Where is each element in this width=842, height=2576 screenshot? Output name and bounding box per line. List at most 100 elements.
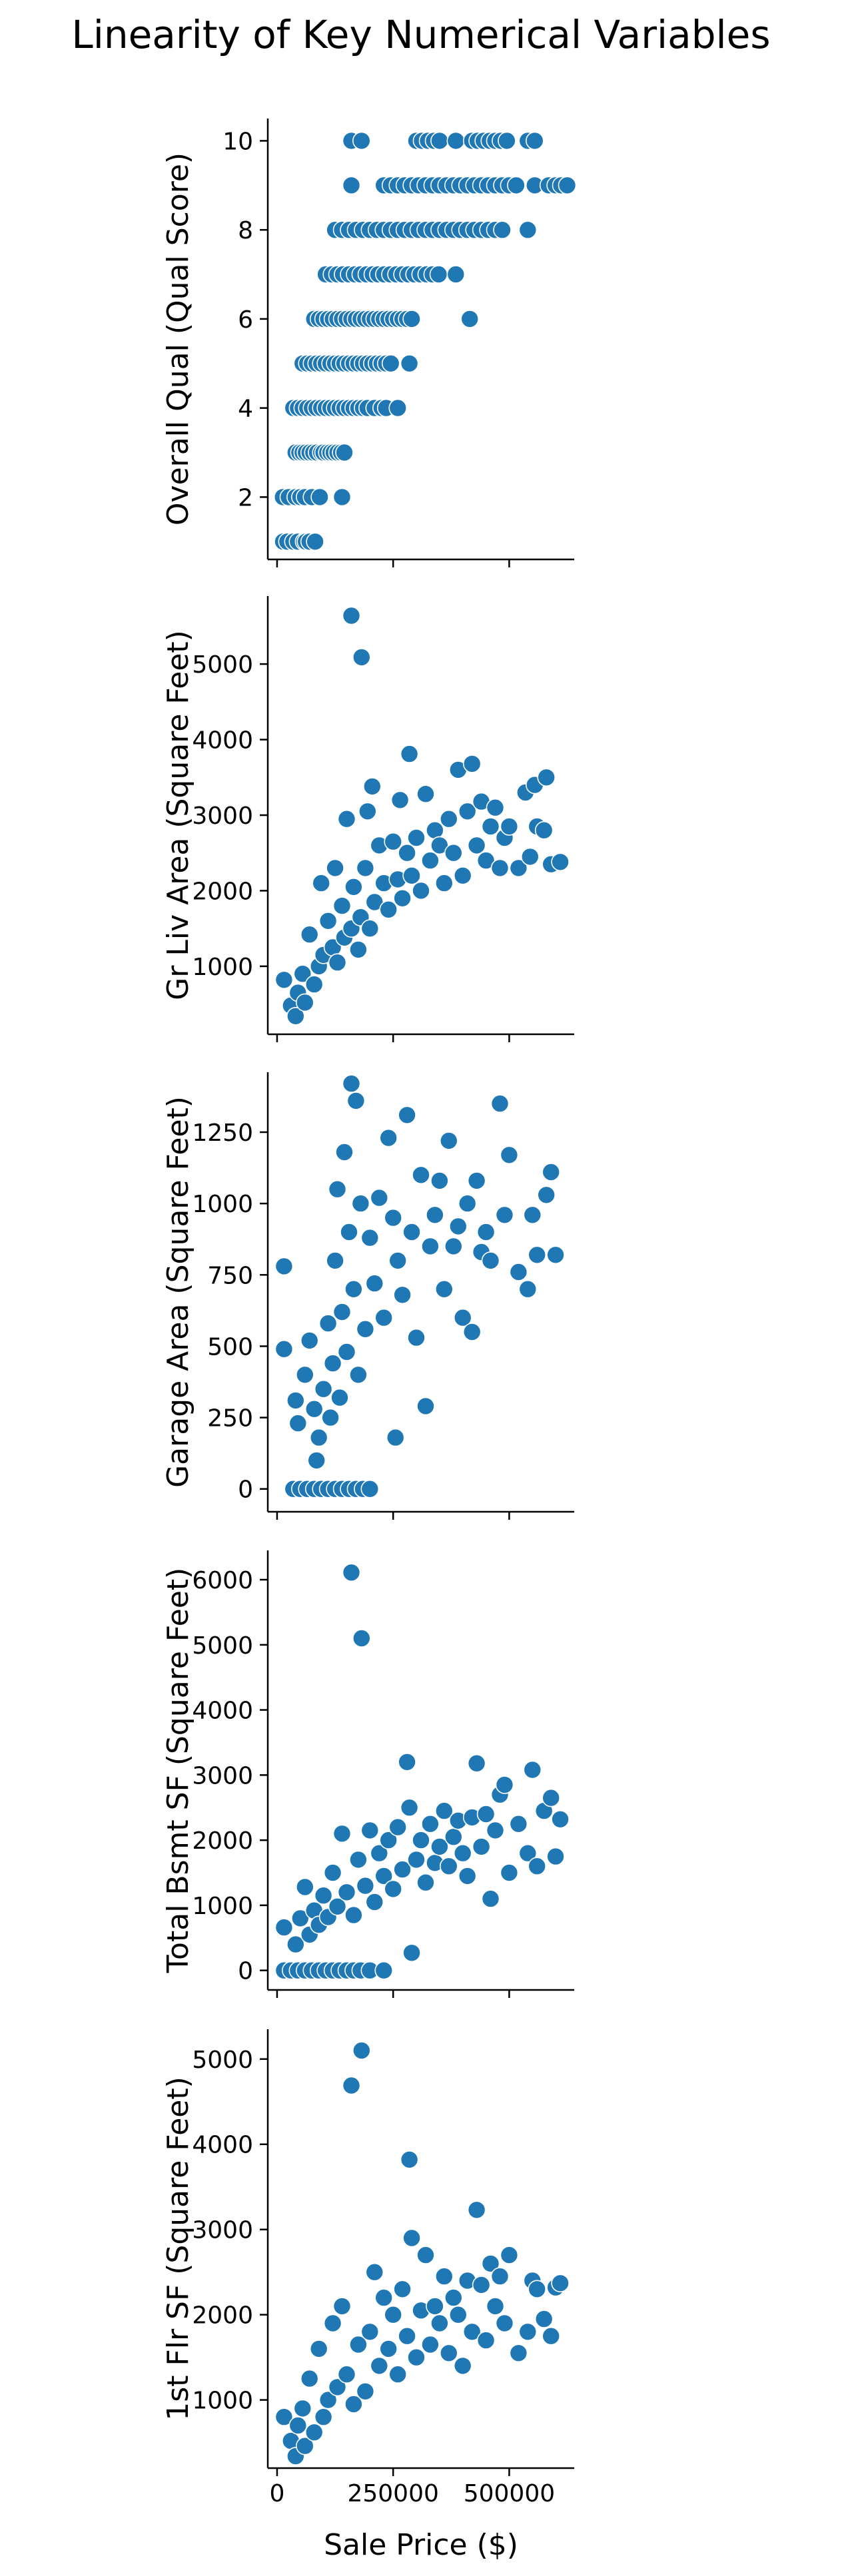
scatter-point	[381, 354, 400, 373]
x-tick-label: 250000	[347, 2480, 438, 2507]
y-tick-label: 750	[207, 1262, 253, 1289]
scatter-point	[490, 1094, 510, 1113]
scatter-point	[393, 1860, 412, 1879]
scatter-point	[356, 1876, 375, 1895]
scatter-point	[495, 1205, 514, 1225]
scatter-point	[462, 1323, 482, 1341]
scatter-point	[295, 1877, 314, 1897]
scatter-point	[507, 176, 526, 195]
y-tick-label: 2000	[192, 1827, 253, 1855]
scatter-point	[546, 1245, 565, 1265]
scatter-point	[384, 1208, 403, 1227]
scatter-point	[493, 220, 512, 240]
y-tick-label: 4	[238, 396, 253, 423]
scatter-point	[300, 1331, 319, 1350]
scatter-point	[318, 2390, 338, 2410]
scatter-point	[421, 851, 440, 870]
y-tick-label: 2	[238, 484, 253, 511]
scatter-point	[416, 2246, 435, 2264]
scatter-point	[472, 1837, 491, 1856]
scatter-point	[453, 1843, 472, 1863]
scatter-point	[332, 487, 352, 507]
scatter-point	[528, 1857, 547, 1875]
scatter-point	[528, 2280, 547, 2299]
scatter-point	[312, 874, 331, 892]
scatter-point	[446, 131, 466, 151]
scatter-point	[481, 1889, 500, 1908]
scatter-point	[379, 1128, 398, 1147]
y-axis-label: Garage Area (Square Feet)	[161, 1096, 195, 1488]
scatter-point	[467, 836, 486, 855]
scatter-point	[274, 1918, 294, 1937]
scatter-point	[356, 2382, 375, 2401]
scatter-point	[444, 1827, 463, 1846]
scatter-point	[407, 1850, 426, 1869]
scatter-point	[330, 1388, 349, 1407]
scatter-point	[335, 1143, 354, 1161]
scatter-point	[318, 1314, 338, 1333]
scatter-point	[500, 1863, 519, 1882]
y-tick-label: 500	[207, 1333, 253, 1361]
scatter-point	[542, 1163, 561, 1181]
scatter-point	[518, 1279, 538, 1299]
scatter-point	[518, 1843, 538, 1863]
scatter-point	[448, 1217, 468, 1236]
scatter-point	[323, 1863, 342, 1882]
scatter-point	[472, 2276, 491, 2294]
scatter-point	[309, 1428, 328, 1447]
scatter-point	[365, 1893, 384, 1911]
y-axis-label: Total Bsmt SF (Square Feet)	[161, 1568, 195, 1974]
scatter-point	[518, 220, 538, 240]
scatter-point	[398, 2326, 416, 2346]
scatter-point	[326, 858, 344, 878]
scatter-point	[342, 606, 361, 625]
figure-title: Linearity of Key Numerical Variables	[71, 12, 770, 57]
scatter-point	[310, 487, 329, 507]
scatter-point	[360, 1479, 380, 1498]
scatter-point	[288, 2416, 308, 2435]
scatter-point	[509, 1263, 528, 1281]
scatter-point	[349, 1850, 368, 1869]
y-tick-label: 4000	[192, 2132, 253, 2159]
scatter-point	[486, 2297, 505, 2316]
scatter-point	[467, 1171, 486, 1190]
scatter-point	[356, 1319, 375, 1339]
scatter-point	[360, 2322, 380, 2342]
scatter-point	[300, 925, 319, 944]
scatter-point	[453, 2356, 472, 2376]
scatter-point	[467, 2200, 486, 2220]
scatter-point	[534, 2310, 554, 2328]
scatter-point	[500, 1145, 519, 1165]
scatter-point	[421, 1237, 440, 1256]
x-axis-label: Sale Price ($)	[324, 2528, 518, 2562]
scatter-point	[537, 1185, 556, 1205]
y-tick-label: 0	[238, 1476, 253, 1504]
scatter-point	[295, 993, 314, 1012]
scatter-point	[534, 820, 554, 840]
scatter-point	[337, 809, 356, 828]
scatter-point	[362, 777, 382, 796]
scatter-point	[274, 1339, 294, 1359]
scatter-point	[388, 2365, 408, 2384]
scatter-point	[379, 1831, 398, 1849]
scatter-point	[349, 1365, 368, 1385]
scatter-point	[439, 1857, 458, 1875]
y-tick-label: 4000	[192, 1698, 253, 1725]
scatter-point	[458, 1867, 477, 1885]
scatter-point	[458, 802, 477, 821]
y-tick-label: 6000	[192, 1567, 253, 1594]
scatter-point	[398, 1106, 416, 1125]
scatter-point	[393, 889, 412, 908]
scatter-point	[351, 1194, 370, 1213]
scatter-point	[384, 2305, 403, 2324]
scatter-point	[537, 768, 556, 787]
scatter-point	[444, 2288, 463, 2307]
scatter-point	[388, 398, 408, 418]
scatter-point	[370, 1843, 389, 1863]
scatter-point	[462, 2322, 482, 2342]
y-tick-label: 1250	[192, 1120, 253, 1147]
scatter-point	[402, 1943, 421, 1963]
scatter-point	[416, 1397, 435, 1416]
scatter-point	[407, 1328, 426, 1347]
scatter-point	[444, 1237, 463, 1256]
